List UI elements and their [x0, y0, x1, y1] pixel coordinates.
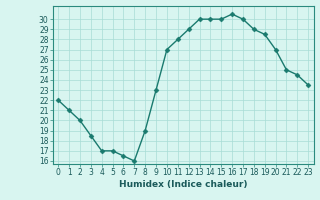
- X-axis label: Humidex (Indice chaleur): Humidex (Indice chaleur): [119, 180, 247, 189]
